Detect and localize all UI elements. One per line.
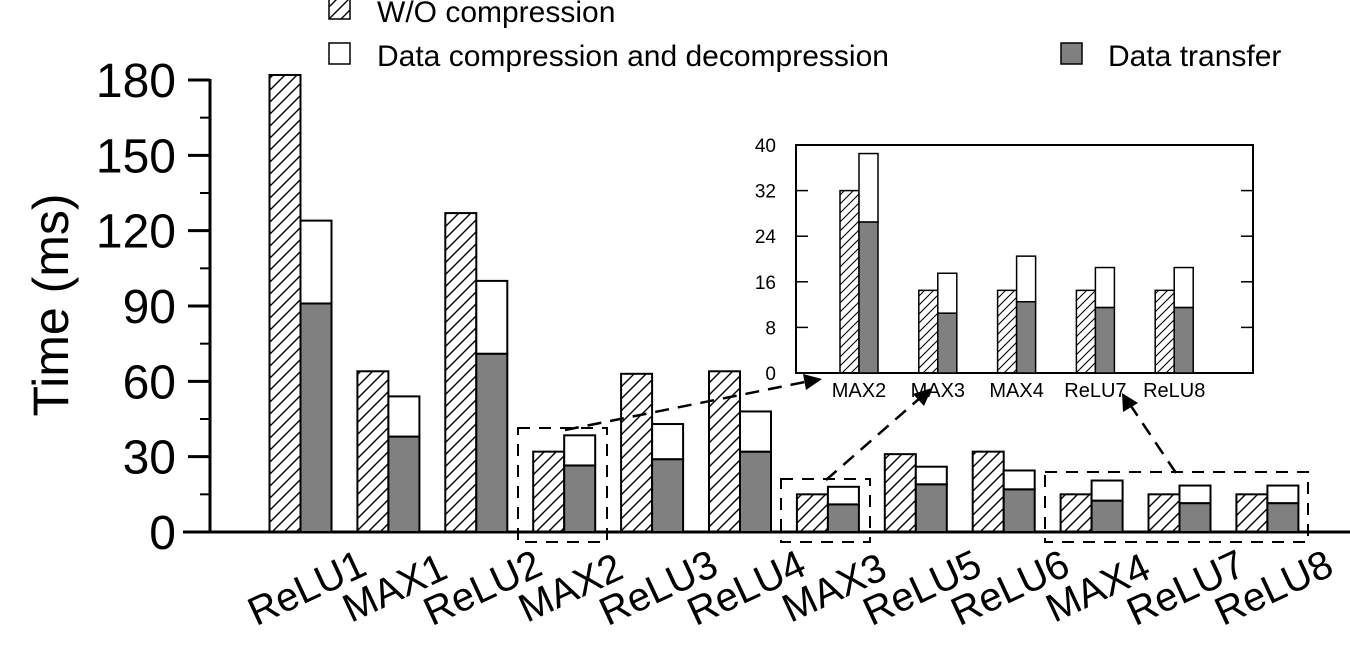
y-tick-label: 60 bbox=[123, 356, 176, 409]
inset-y-tick-label: 8 bbox=[765, 318, 776, 339]
inset-x-tick-label-relu7: ReLU7 bbox=[1064, 380, 1126, 402]
bar-compression-max1 bbox=[387, 395, 421, 438]
inset-y-tick-label: 16 bbox=[755, 273, 776, 294]
inset-bar-transfer-max3 bbox=[937, 312, 958, 374]
inset-bar-wo-max3 bbox=[918, 289, 939, 374]
bar-transfer-relu5 bbox=[914, 483, 948, 533]
bar-transfer-relu6 bbox=[1002, 488, 1036, 533]
arrowhead-max2 bbox=[803, 374, 822, 390]
bar-compression-max3 bbox=[826, 485, 860, 506]
legend-label-data-transfer: Data transfer bbox=[1108, 40, 1281, 73]
bar-wo-relu5 bbox=[883, 453, 917, 533]
bar-transfer-relu1 bbox=[299, 302, 333, 533]
y-tick-label: 120 bbox=[96, 206, 176, 259]
bar-transfer-max3 bbox=[826, 503, 860, 533]
legend-swatch-wo-compression bbox=[328, 0, 351, 20]
inset-bar-compression-max3 bbox=[937, 272, 958, 314]
bar-compression-relu5 bbox=[914, 465, 948, 486]
bar-transfer-relu4 bbox=[739, 450, 772, 533]
inset-x-tick-label-max2: MAX2 bbox=[832, 380, 886, 402]
y-tick-label: 180 bbox=[96, 55, 176, 108]
x-tick-labels: ReLU1MAX1ReLU2MAX2ReLU3ReLU4MAX3ReLU5ReL… bbox=[241, 542, 1339, 635]
y-tick-label: 30 bbox=[123, 432, 176, 485]
inset-bar-wo-relu8 bbox=[1154, 289, 1175, 374]
bar-compression-max4 bbox=[1090, 479, 1124, 502]
bar-wo-relu1 bbox=[268, 73, 302, 533]
bar-compression-relu3 bbox=[651, 423, 685, 461]
legend-swatch-data-transfer bbox=[1060, 42, 1083, 65]
arrow-relu bbox=[1129, 405, 1178, 474]
bar-wo-relu8 bbox=[1235, 493, 1269, 534]
bar-wo-relu7 bbox=[1147, 493, 1181, 534]
arrow-heads bbox=[803, 374, 1138, 412]
bar-compression-relu6 bbox=[1002, 469, 1036, 491]
inset-y-tick-label: 32 bbox=[755, 182, 776, 203]
inset-bar-wo-max4 bbox=[996, 289, 1018, 374]
inset-bar-compression-max4 bbox=[1015, 255, 1037, 303]
bar-compression-max2 bbox=[563, 434, 597, 467]
bar-wo-max3 bbox=[795, 493, 829, 534]
inset-bar-compression-relu7 bbox=[1094, 266, 1116, 309]
inset-bar-transfer-max2 bbox=[858, 221, 879, 374]
bar-compression-relu7 bbox=[1178, 484, 1212, 505]
bar-compression-relu4 bbox=[739, 410, 772, 453]
y-tick-label: 150 bbox=[96, 130, 176, 183]
inset-y-ticks: 0 8 16 24 32 40 bbox=[755, 136, 1253, 385]
bar-transfer-max4 bbox=[1090, 499, 1124, 534]
inset-bar-transfer-relu7 bbox=[1094, 306, 1116, 374]
inset-bars bbox=[839, 152, 1194, 374]
bar-wo-max1 bbox=[356, 370, 390, 533]
y-axis-title: Time (ms) bbox=[23, 193, 79, 416]
bar-wo-relu6 bbox=[971, 450, 1005, 533]
arrowhead-relu bbox=[1122, 393, 1138, 412]
legend-label-wo-compression: W/O compression bbox=[377, 0, 615, 29]
y-ticks: 0 30 60 90 120 150 180 bbox=[96, 55, 210, 560]
inset-bar-compression-relu8 bbox=[1173, 266, 1194, 309]
bar-compression-relu8 bbox=[1266, 484, 1300, 505]
inset-bar-compression-max2 bbox=[858, 152, 879, 223]
inset-x-tick-label-max4: MAX4 bbox=[989, 380, 1043, 402]
bar-transfer-relu3 bbox=[651, 458, 685, 533]
inset-y-tick-label: 24 bbox=[755, 227, 777, 248]
bar-transfer-relu7 bbox=[1178, 502, 1212, 533]
legend-swatch-compression bbox=[328, 42, 351, 65]
y-tick-label: 0 bbox=[149, 507, 176, 560]
inset-bar-transfer-max4 bbox=[1015, 301, 1037, 374]
inset-x-tick-label-relu8: ReLU8 bbox=[1143, 380, 1205, 402]
legend: W/O compression Data compression and dec… bbox=[328, 0, 1281, 73]
zoom-arrows bbox=[564, 380, 1178, 481]
bar-transfer-relu8 bbox=[1266, 502, 1300, 533]
bar-transfer-relu2 bbox=[475, 352, 509, 534]
inset-bar-transfer-relu8 bbox=[1173, 306, 1194, 374]
arrow-max3 bbox=[825, 397, 921, 481]
bar-transfer-max2 bbox=[563, 464, 597, 534]
legend-label-compression: Data compression and decompression bbox=[377, 40, 889, 73]
inset-bar-wo-max2 bbox=[839, 189, 860, 374]
arrow-max2 bbox=[564, 380, 806, 432]
bar-transfer-max1 bbox=[387, 435, 421, 534]
bar-wo-max2 bbox=[532, 450, 566, 533]
inset-x-tick-labels: MAX2 MAX3 MAX4 ReLU7 ReLU8 bbox=[832, 380, 1206, 402]
inset-y-tick-label: 40 bbox=[755, 136, 776, 157]
bars bbox=[268, 73, 1300, 534]
y-tick-label: 90 bbox=[123, 281, 176, 334]
bar-compression-relu1 bbox=[299, 219, 333, 305]
bar-wo-relu3 bbox=[620, 372, 654, 533]
inset-bar-wo-relu7 bbox=[1075, 289, 1097, 374]
highlight-box-max2 bbox=[517, 427, 608, 543]
bar-wo-relu2 bbox=[444, 212, 478, 533]
bar-wo-max4 bbox=[1059, 493, 1093, 534]
bar-compression-relu2 bbox=[475, 279, 509, 355]
inset-y-tick-label: 0 bbox=[765, 364, 776, 385]
arrowhead-max3 bbox=[913, 388, 932, 406]
